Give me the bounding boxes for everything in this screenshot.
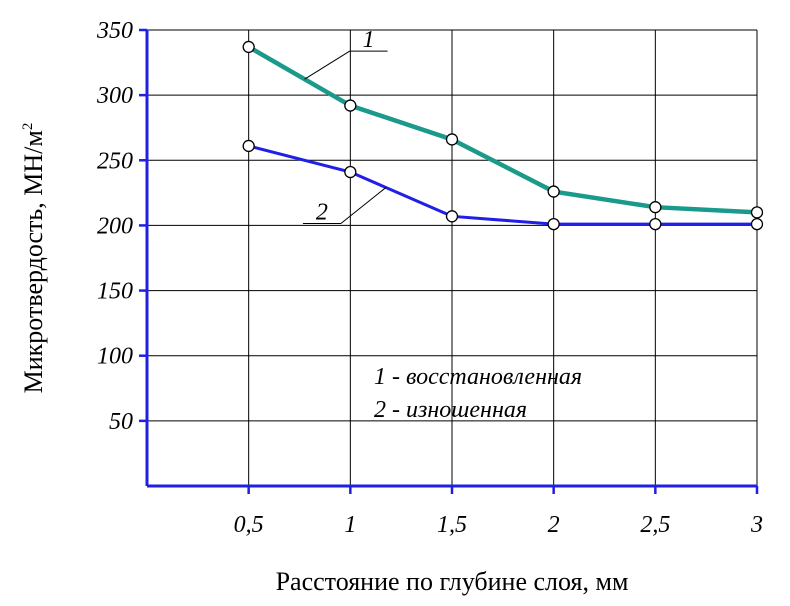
y-axis-title-superscript: 2 xyxy=(20,123,36,131)
series-line-2 xyxy=(248,144,757,226)
x-tick-label: 1 xyxy=(344,512,356,538)
annotation-leader xyxy=(304,50,350,80)
series-2-point xyxy=(547,217,560,231)
y-tick-label: 200 xyxy=(97,213,133,239)
y-tick-label: 350 xyxy=(96,18,133,44)
series-1-point xyxy=(547,185,560,198)
series-1-point xyxy=(242,40,255,54)
x-tick-label: 3 xyxy=(750,512,763,538)
grid xyxy=(147,29,758,486)
x-tick-label: 2 xyxy=(548,512,560,538)
y-tick-label: 250 xyxy=(97,148,133,174)
series-2-point xyxy=(445,210,459,223)
annotation-leader xyxy=(340,187,387,224)
x-tick-label: 1,5 xyxy=(437,512,467,538)
series-line-1 xyxy=(247,44,758,215)
y-axis-title-text: Микротвердость, МН/м xyxy=(19,130,48,393)
series-1-point xyxy=(649,201,662,214)
x-tick-label: 2,5 xyxy=(640,512,670,538)
legend-entry-2: 2 - изношенная xyxy=(374,397,527,423)
series-2-point xyxy=(344,165,357,179)
series-1-point xyxy=(344,99,357,112)
y-tick-label: 50 xyxy=(109,409,133,435)
series-lines xyxy=(242,40,764,231)
series-2-point xyxy=(649,217,662,231)
y-axis-title: Микротвердость, МН/м2 xyxy=(19,123,48,394)
series-1-point xyxy=(750,206,764,219)
y-tick-label: 150 xyxy=(97,279,133,305)
series-2-point xyxy=(750,217,764,231)
legend-entry-1: 1 - восстановленная xyxy=(374,364,582,390)
series-1-point xyxy=(445,133,459,146)
x-axis-title: Расстояние по глубине слоя, мм xyxy=(276,567,629,596)
series-2-point xyxy=(242,139,255,153)
y-tick-label: 300 xyxy=(96,83,133,109)
annotation-label: 1 xyxy=(363,27,375,53)
y-tick-label: 100 xyxy=(97,344,133,370)
axes xyxy=(139,28,759,494)
annotation-label: 2 xyxy=(316,200,328,226)
x-tick-label: 0,5 xyxy=(234,512,264,538)
annotations: 12 xyxy=(302,27,388,226)
tick-labels: 50 100 150 200 250 300 350 0,5 1 1,5 2 2,5 3 xyxy=(96,18,763,538)
